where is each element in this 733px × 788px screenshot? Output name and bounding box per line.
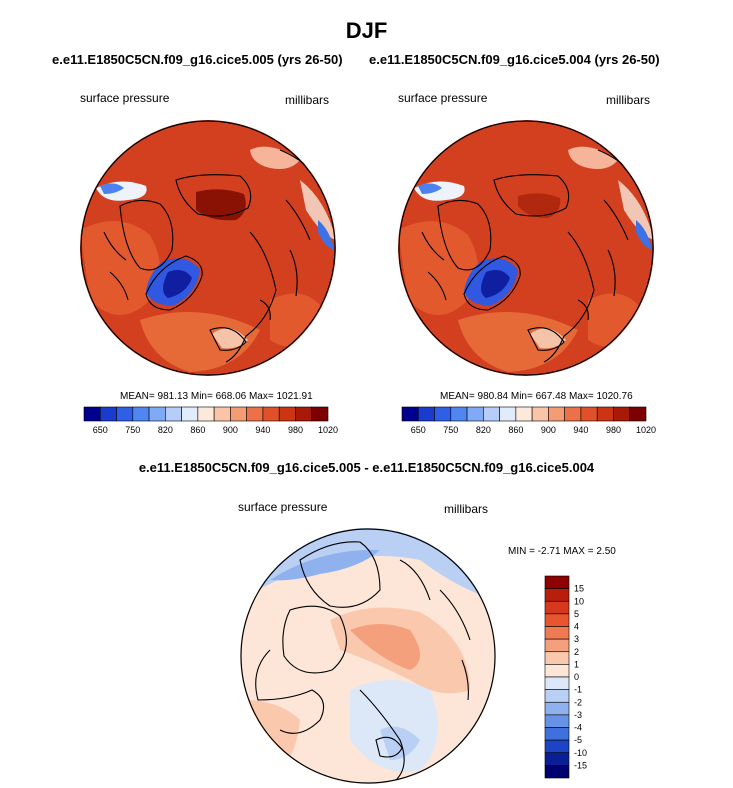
colorbar-swatch bbox=[262, 406, 280, 422]
colorbar-swatch bbox=[434, 406, 452, 422]
colorbar-swatch bbox=[548, 406, 565, 422]
colorbar-tick-label: 980 bbox=[288, 425, 303, 435]
colorbar-swatch bbox=[197, 406, 215, 422]
case-title-left: e.e11.E1850C5CN.f09_g16.cice5.005 (yrs 2… bbox=[52, 52, 343, 67]
colorbar-swatch bbox=[544, 600, 570, 615]
colorbar-tick-label: 5 bbox=[574, 609, 579, 619]
colorbar-swatch bbox=[466, 406, 484, 422]
page-title: DJF bbox=[345, 18, 388, 43]
colorbar-tick-label: -1 bbox=[574, 685, 582, 695]
colorbar-swatch bbox=[483, 406, 500, 422]
colorbar-tick-label: -10 bbox=[574, 748, 587, 758]
colorbar-tick-label: 940 bbox=[573, 425, 588, 435]
colorbar-tick-label: 1020 bbox=[318, 425, 338, 435]
colorbar-swatch bbox=[544, 626, 570, 640]
variable-label-right: surface pressure bbox=[398, 91, 488, 105]
colorbar-tick-label: 750 bbox=[125, 425, 140, 435]
colorbar-tick-label: -2 bbox=[574, 697, 582, 707]
colorbar-swatch bbox=[213, 406, 231, 422]
colorbar-tick-label: 940 bbox=[255, 425, 270, 435]
colorbar-tick-label: 820 bbox=[476, 425, 491, 435]
colorbar-tick-label: -15 bbox=[574, 760, 587, 770]
colorbar-tick-label: 980 bbox=[606, 425, 621, 435]
colorbar-tick-label: 750 bbox=[443, 425, 458, 435]
colorbar-swatch bbox=[544, 752, 570, 766]
difference-title: e.e11.E1850C5CN.f09_g16.cice5.005 - e.e1… bbox=[138, 460, 595, 475]
colorbar-swatch bbox=[83, 406, 101, 422]
colorbar-tick-label: 4 bbox=[574, 622, 579, 632]
colorbar-tick-label: 820 bbox=[158, 425, 173, 435]
units-label-right: millibars bbox=[606, 93, 651, 107]
colorbar-swatch bbox=[596, 406, 614, 422]
colorbar-swatch bbox=[148, 406, 166, 422]
colorbar-swatch bbox=[544, 588, 570, 602]
colorbar-tick-label: 860 bbox=[190, 425, 205, 435]
variable-label-diff: surface pressure bbox=[238, 500, 328, 514]
colorbar-swatch bbox=[629, 406, 647, 422]
colorbar-tick-label: -3 bbox=[574, 710, 582, 720]
colorbar-swatch bbox=[544, 651, 570, 665]
colorbar-swatch bbox=[544, 701, 570, 716]
colorbar-swatch bbox=[544, 676, 570, 690]
units-label-left: millibars bbox=[285, 93, 330, 107]
colorbar-right: 650 750 820 860 900 940 980 1020 bbox=[401, 406, 656, 435]
colorbar-swatch bbox=[544, 765, 570, 779]
colorbar-swatch bbox=[99, 406, 117, 422]
colorbar-swatch bbox=[544, 664, 570, 678]
colorbar-swatch bbox=[499, 406, 517, 422]
colorbar-swatch bbox=[544, 638, 570, 653]
variable-label-left: surface pressure bbox=[80, 91, 170, 105]
colorbar-swatch bbox=[613, 406, 631, 422]
colorbar-swatch bbox=[544, 613, 570, 627]
case-title-right: e.e11.E1850C5CN.f09_g16.cice5.004 (yrs 2… bbox=[369, 52, 660, 67]
colorbar-swatch bbox=[544, 727, 570, 741]
colorbar-swatch bbox=[515, 406, 533, 422]
colorbar-tick-label: 10 bbox=[574, 596, 584, 606]
colorbar-tick-label: 1020 bbox=[636, 425, 656, 435]
colorbar-swatch bbox=[450, 406, 468, 422]
colorbar-tick-label: 650 bbox=[93, 425, 108, 435]
colorbar-swatch bbox=[417, 406, 435, 422]
colorbar-swatch bbox=[401, 406, 419, 422]
colorbar-tick-label: 1 bbox=[574, 659, 579, 669]
stats-diff: MIN = -2.71 MAX = 2.50 bbox=[508, 546, 616, 557]
colorbar-swatch bbox=[181, 406, 199, 422]
colorbar-swatch bbox=[311, 406, 329, 422]
units-label-diff: millibars bbox=[444, 502, 489, 516]
colorbar-tick-label: -4 bbox=[574, 723, 582, 733]
colorbar-tick-label: -5 bbox=[574, 735, 582, 745]
colorbar-swatch bbox=[544, 714, 570, 728]
colorbar-tick-label: 2 bbox=[574, 647, 579, 657]
colorbar-swatch bbox=[544, 689, 570, 703]
colorbar-swatch bbox=[295, 406, 313, 422]
map-left bbox=[80, 120, 336, 376]
colorbar-swatch bbox=[531, 406, 549, 422]
colorbar-tick-label: 900 bbox=[223, 425, 238, 435]
colorbar-tick-label: 900 bbox=[541, 425, 556, 435]
colorbar-swatch bbox=[116, 406, 134, 422]
colorbar-swatch bbox=[132, 406, 150, 422]
colorbar-tick-label: 0 bbox=[574, 672, 579, 682]
colorbar-swatch bbox=[564, 406, 582, 422]
colorbar-swatch bbox=[246, 406, 264, 422]
colorbar-swatch bbox=[544, 739, 570, 754]
map-diff bbox=[240, 528, 496, 784]
colorbar-swatch bbox=[165, 406, 182, 422]
colorbar-swatch bbox=[278, 406, 296, 422]
colorbar-left: 650 750 820 860 900 940 980 1020 bbox=[83, 406, 338, 435]
colorbar-swatch bbox=[580, 406, 598, 422]
stats-right: MEAN= 980.84 Min= 667.48 Max= 1020.76 bbox=[440, 391, 633, 402]
stats-left: MEAN= 981.13 Min= 668.06 Max= 1021.91 bbox=[120, 391, 313, 402]
colorbar-tick-label: 860 bbox=[508, 425, 523, 435]
colorbar-swatch bbox=[230, 406, 247, 422]
colorbar-tick-label: 15 bbox=[574, 584, 584, 594]
colorbar-tick-label: 3 bbox=[574, 634, 579, 644]
map-right bbox=[398, 120, 654, 376]
colorbar-tick-label: 650 bbox=[411, 425, 426, 435]
colorbar-swatch bbox=[544, 575, 570, 589]
